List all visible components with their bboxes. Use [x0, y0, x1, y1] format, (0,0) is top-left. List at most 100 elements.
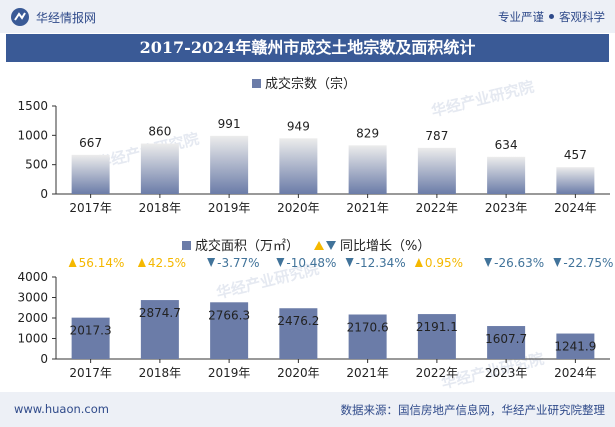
- growth-marker: -12.34%: [345, 256, 406, 270]
- land-count-chart: 成交宗数（宗） 0 500 1000 1500 2017年 667 2018年 860 2019年…: [17, 76, 610, 215]
- brand-logo-icon: [11, 8, 29, 26]
- charts-canvas: 成交宗数（宗） 0 500 1000 1500 2017年 667 2018年 860 2019年…: [17, 76, 613, 380]
- brand-name: 华经情报网: [36, 10, 97, 25]
- y-tick-label: 500: [25, 158, 48, 172]
- triangle-down-icon: [326, 241, 336, 250]
- triangle-down-icon: [276, 258, 285, 267]
- x-tick-label: 2018年: [139, 366, 182, 380]
- data-label: 1607.7: [485, 332, 527, 346]
- title-bar: 2017-2024年赣州市成交土地宗数及面积统计: [6, 34, 609, 62]
- growth-marker: -22.75%: [553, 256, 613, 270]
- x-tick-label: 2023年: [485, 201, 528, 215]
- brand[interactable]: 华经情报网: [10, 7, 96, 27]
- bar[interactable]: [279, 138, 318, 194]
- triangle-up-icon: [68, 258, 77, 267]
- y-tick-label: 1000: [17, 332, 48, 346]
- y-tick-label: 0: [40, 187, 48, 201]
- x-tick-label: 2021年: [346, 366, 389, 380]
- y-tick-label: 2000: [17, 311, 48, 325]
- x-tick-label: 2017年: [69, 366, 112, 380]
- x-tick-label: 2021年: [346, 201, 389, 215]
- footer: www.huaon.com 数据来源：国信房地产信息网，华经产业研究院整理: [0, 392, 615, 427]
- bar[interactable]: [279, 308, 318, 359]
- triangle-down-icon: [553, 258, 562, 267]
- data-label: 634: [495, 138, 518, 152]
- growth-label: -10.48%: [286, 256, 336, 270]
- data-label: 860: [148, 125, 171, 139]
- growth-label: 42.5%: [148, 256, 186, 270]
- data-label: 787: [425, 129, 448, 143]
- data-label: 667: [79, 136, 102, 150]
- bar[interactable]: [348, 145, 387, 194]
- data-label: 1241.9: [554, 340, 596, 354]
- legend-label: 成交面积（万㎡）: [195, 238, 299, 254]
- bar[interactable]: [210, 135, 249, 194]
- land-area-chart: 成交面积（万㎡） 同比增长（%） 0 1000 2000 3000 4000 2017年 201…: [17, 238, 613, 380]
- x-tick-label: 2024年: [554, 201, 597, 215]
- data-label: 829: [356, 126, 379, 140]
- growth-marker: 56.14%: [68, 256, 125, 270]
- data-label: 2476.2: [277, 314, 319, 328]
- growth-marker: -10.48%: [276, 256, 336, 270]
- bar[interactable]: [417, 314, 456, 359]
- bar[interactable]: [417, 147, 456, 194]
- data-label: 2766.3: [208, 308, 250, 322]
- y-tick-label: 0: [40, 352, 48, 366]
- bar[interactable]: [71, 317, 110, 359]
- legend-swatch: [182, 241, 191, 250]
- bar[interactable]: [71, 154, 110, 194]
- bar[interactable]: [556, 167, 595, 194]
- bar[interactable]: [210, 302, 249, 359]
- growth-marker: -3.77%: [207, 256, 260, 270]
- bar[interactable]: [487, 156, 526, 194]
- triangle-up-icon: [137, 258, 146, 267]
- data-source: 数据来源：国信房地产信息网，华经产业研究院整理: [340, 403, 606, 417]
- growth-marker: 42.5%: [137, 256, 186, 270]
- triangle-down-icon: [207, 258, 216, 267]
- x-tick-label: 2017年: [69, 201, 112, 215]
- bar[interactable]: [556, 333, 595, 359]
- growth-label: 56.14%: [79, 256, 125, 270]
- data-label: 2874.7: [139, 306, 181, 320]
- data-label: 2170.6: [347, 321, 389, 335]
- x-tick-label: 2020年: [277, 201, 320, 215]
- data-label: 2191.1: [416, 320, 458, 334]
- triangle-down-icon: [484, 258, 493, 267]
- bar[interactable]: [487, 326, 526, 359]
- growth-label: 0.95%: [425, 256, 463, 270]
- x-tick-label: 2023年: [485, 366, 528, 380]
- x-tick-label: 2020年: [277, 366, 320, 380]
- bar[interactable]: [140, 300, 179, 359]
- triangle-up-icon: [414, 258, 423, 267]
- chart-title: 2017-2024年赣州市成交土地宗数及面积统计: [139, 38, 476, 57]
- data-label: 949: [287, 119, 310, 133]
- tagline-left: 专业严谨: [498, 10, 544, 24]
- separator-dot-icon: [549, 14, 554, 19]
- growth-label: -3.77%: [217, 256, 259, 270]
- growth-marker: -26.63%: [484, 256, 544, 270]
- legend-swatch: [252, 79, 261, 88]
- footer-url[interactable]: www.huaon.com: [14, 402, 109, 416]
- x-tick-label: 2019年: [208, 201, 251, 215]
- x-tick-label: 2018年: [139, 201, 182, 215]
- x-tick-label: 2024年: [554, 366, 597, 380]
- bar[interactable]: [348, 314, 387, 359]
- x-tick-label: 2022年: [416, 201, 459, 215]
- growth-label: -12.34%: [356, 256, 406, 270]
- growth-label: -26.63%: [494, 256, 544, 270]
- data-label: 991: [218, 117, 241, 131]
- y-tick-label: 4000: [17, 270, 48, 284]
- legend-label: 成交宗数（宗）: [265, 76, 356, 92]
- growth-label: -22.75%: [563, 256, 613, 270]
- triangle-down-icon: [345, 258, 354, 267]
- bar[interactable]: [140, 143, 179, 194]
- legend: 成交面积（万㎡） 同比增长（%）: [182, 238, 430, 254]
- legend: 成交宗数（宗）: [252, 76, 356, 92]
- x-tick-label: 2019年: [208, 366, 251, 380]
- y-tick-label: 1000: [17, 128, 48, 142]
- growth-marker: 0.95%: [414, 256, 463, 270]
- triangle-up-icon: [314, 241, 324, 250]
- data-label: 2017.3: [70, 324, 112, 338]
- y-tick-label: 3000: [17, 291, 48, 305]
